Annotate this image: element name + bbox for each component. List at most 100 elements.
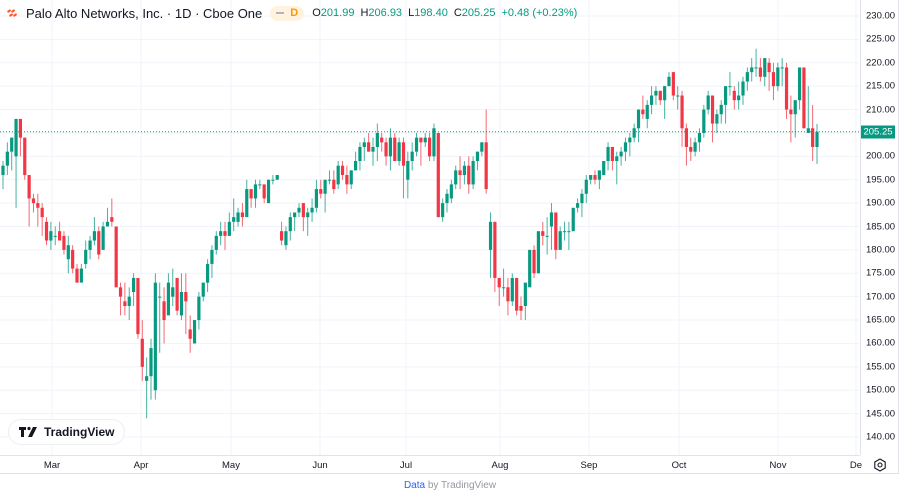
candle — [480, 142, 484, 157]
candle — [375, 123, 379, 162]
candle — [706, 90, 710, 115]
candle — [663, 86, 667, 119]
candle — [654, 86, 658, 105]
candle — [227, 212, 231, 236]
time-tick-label: Jun — [312, 460, 328, 471]
price-tick-label: 215.00 — [866, 80, 896, 92]
candle — [458, 156, 462, 190]
price-tick-label: 210.00 — [866, 104, 896, 116]
candle — [641, 95, 645, 119]
candlestick-plot[interactable] — [0, 0, 860, 455]
candle — [31, 193, 36, 213]
candle — [528, 249, 532, 288]
candle — [427, 132, 432, 162]
candle — [153, 273, 157, 400]
candle — [75, 263, 79, 283]
candle — [149, 338, 153, 400]
price-tick-label: 230.00 — [866, 10, 896, 22]
candle — [462, 161, 467, 185]
candle — [745, 67, 749, 91]
candle — [797, 67, 802, 110]
candle — [710, 95, 715, 143]
tradingview-watermark[interactable]: TradingView — [9, 420, 125, 444]
candle — [245, 179, 249, 218]
candle — [501, 268, 506, 297]
candle — [649, 86, 654, 115]
price-axis[interactable] — [860, 0, 900, 455]
candle — [40, 203, 44, 236]
price-tick-label: 220.00 — [866, 57, 896, 69]
candle — [554, 212, 558, 260]
candle — [467, 156, 471, 194]
candle — [101, 221, 105, 250]
candle — [719, 100, 723, 124]
candle — [36, 193, 40, 227]
candle — [323, 179, 327, 213]
candle — [615, 151, 619, 185]
candle — [210, 245, 214, 278]
time-axis[interactable] — [0, 455, 860, 475]
dash-icon — [276, 12, 285, 14]
candle — [802, 67, 806, 129]
candle — [715, 109, 719, 133]
candle — [301, 203, 305, 232]
delayed-badge: D — [290, 7, 299, 19]
candle — [628, 132, 632, 157]
market-status-badge[interactable]: D — [270, 5, 305, 21]
candle — [310, 198, 314, 222]
candle — [114, 226, 118, 288]
candle — [571, 207, 575, 232]
candle — [506, 277, 510, 316]
candle — [127, 287, 131, 321]
candle — [811, 104, 815, 162]
candle — [84, 240, 88, 269]
candle — [645, 100, 649, 129]
candle — [380, 132, 384, 152]
data-link[interactable]: Data — [403, 480, 426, 491]
candle — [236, 207, 240, 227]
candle — [349, 170, 353, 190]
candle — [262, 184, 266, 204]
candle — [728, 72, 732, 96]
candle — [636, 109, 641, 143]
candle — [689, 137, 693, 162]
candle — [397, 137, 401, 166]
candle — [750, 58, 754, 82]
candle — [188, 315, 192, 353]
candle — [288, 212, 292, 241]
candle — [367, 132, 371, 152]
time-tick-label: De — [849, 460, 863, 471]
candle — [475, 151, 480, 171]
candle — [401, 137, 406, 199]
time-tick-label: Mar — [43, 460, 61, 471]
candle — [249, 189, 253, 208]
candle — [214, 231, 218, 255]
candle — [1, 161, 5, 190]
candle — [362, 137, 366, 162]
candle — [684, 123, 689, 166]
candle — [253, 179, 258, 208]
candle — [88, 235, 92, 260]
last-price-label: 205.25 — [861, 125, 895, 139]
candle — [358, 142, 362, 171]
candle — [266, 179, 271, 204]
candle — [57, 221, 62, 241]
symbol-title[interactable]: Palo Alto Networks, Inc. · 1D · Cboe One — [26, 5, 263, 21]
symbol-legend: Palo Alto Networks, Inc. · 1D · Cboe One… — [6, 4, 577, 22]
tradingview-logo-icon — [19, 426, 37, 437]
chart-frame — [0, 0, 899, 474]
candle — [240, 203, 245, 227]
candle — [171, 268, 175, 307]
candle — [419, 137, 423, 166]
price-tick-label: 185.00 — [866, 221, 896, 232]
tradingview-label: TradingView — [44, 425, 115, 439]
candle — [44, 217, 49, 246]
candle — [345, 165, 349, 194]
price-tick-label: 190.00 — [866, 197, 896, 209]
candle — [162, 287, 166, 344]
candle — [414, 132, 419, 157]
settings-icon[interactable] — [873, 458, 887, 472]
candle — [140, 320, 144, 381]
candle — [5, 142, 9, 176]
time-tick-label: Oct — [671, 460, 687, 471]
